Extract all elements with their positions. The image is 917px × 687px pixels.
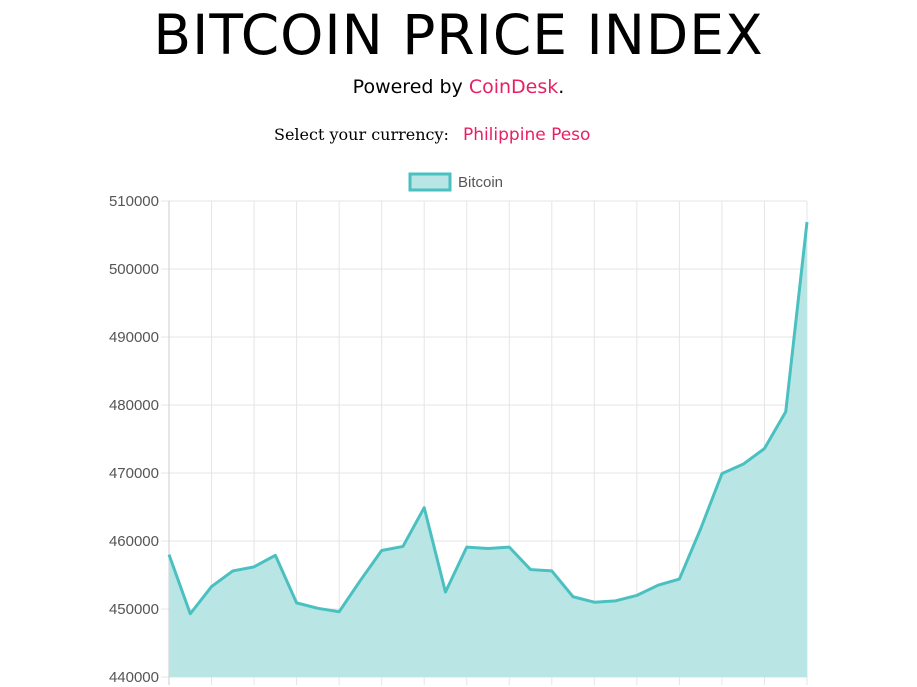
data-point[interactable]: [804, 219, 810, 225]
data-point[interactable]: [421, 505, 427, 511]
data-point[interactable]: [698, 526, 704, 532]
data-point[interactable]: [294, 600, 300, 606]
y-tick-label: 500000: [109, 261, 159, 278]
data-point[interactable]: [251, 564, 257, 570]
data-point[interactable]: [761, 446, 767, 452]
y-tick-label: 440000: [109, 669, 159, 686]
data-point[interactable]: [783, 409, 789, 415]
chart-area-layer: [166, 219, 810, 677]
data-point[interactable]: [570, 594, 576, 600]
data-point[interactable]: [230, 568, 236, 574]
y-axis: 510000 500000 490000 480000 470000 460000 4500…: [109, 193, 159, 686]
data-point[interactable]: [357, 577, 363, 583]
coindesk-link[interactable]: CoinDesk: [468, 76, 559, 98]
currency-label: Select your currency:: [274, 125, 449, 144]
data-point[interactable]: [528, 567, 534, 573]
data-point[interactable]: [719, 471, 725, 477]
y-tick-label: 510000: [109, 193, 159, 210]
data-point[interactable]: [336, 609, 342, 615]
data-point[interactable]: [740, 461, 746, 467]
data-point[interactable]: [379, 548, 385, 554]
data-point[interactable]: [315, 605, 321, 611]
data-point[interactable]: [676, 576, 682, 582]
data-point[interactable]: [485, 545, 491, 551]
data-point[interactable]: [464, 544, 470, 550]
data-point[interactable]: [506, 544, 512, 550]
data-point[interactable]: [187, 611, 193, 617]
powered-by-prefix: Powered by: [352, 76, 469, 98]
data-point[interactable]: [166, 552, 172, 558]
data-point[interactable]: [634, 592, 640, 598]
data-point[interactable]: [613, 598, 619, 604]
series-line-bitcoin: [167, 221, 809, 616]
currency-select[interactable]: Philippine Peso: [462, 125, 591, 145]
data-point[interactable]: [272, 552, 278, 558]
y-tick-label: 450000: [109, 601, 159, 618]
currency-selector-row: Select your currency: Philippine Peso: [274, 122, 590, 148]
data-point[interactable]: [549, 568, 555, 574]
data-point[interactable]: [591, 599, 597, 605]
powered-by-line: Powered by CoinDesk.: [0, 75, 917, 99]
legend-swatch-bitcoin[interactable]: [408, 172, 452, 192]
data-point[interactable]: [209, 584, 215, 590]
data-point[interactable]: [400, 543, 406, 549]
y-tick-label: 460000: [109, 533, 159, 550]
powered-by-suffix: .: [558, 76, 565, 98]
legend-label-bitcoin[interactable]: Bitcoin: [458, 174, 503, 191]
y-tick-label: 480000: [109, 397, 159, 414]
y-tick-label: 490000: [109, 329, 159, 346]
series-area-bitcoin: [169, 222, 807, 677]
page-title: BITCOIN PRICE INDEX: [153, 3, 764, 67]
chart-legend[interactable]: Bitcoin: [408, 172, 503, 192]
data-point[interactable]: [442, 589, 448, 595]
data-point[interactable]: [655, 582, 661, 588]
y-tick-label: 470000: [109, 465, 159, 482]
